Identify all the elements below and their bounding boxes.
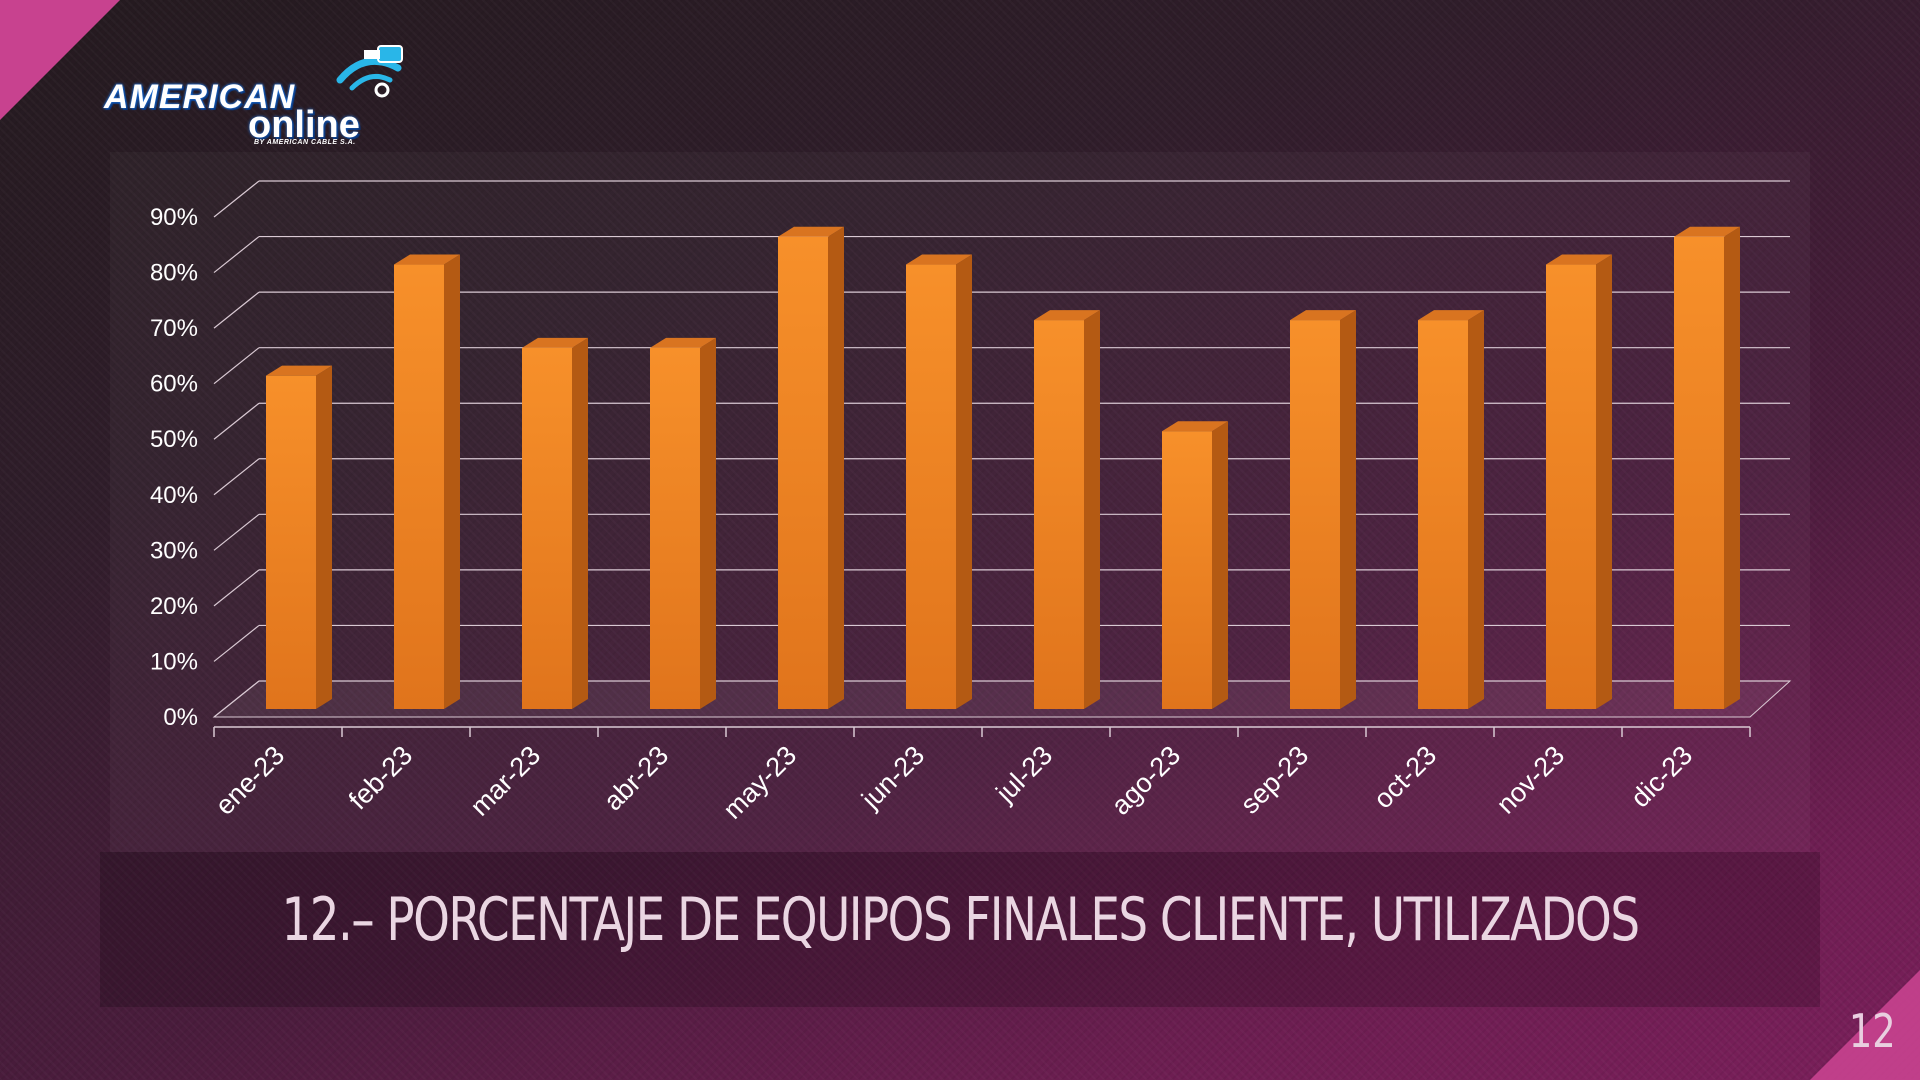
bar-top [1290, 310, 1356, 321]
gridline-depth [213, 347, 260, 385]
bar [1034, 320, 1084, 709]
bar-side [572, 337, 588, 709]
bar-top [650, 337, 716, 348]
bar-side [828, 226, 844, 709]
gridline-depth [213, 291, 260, 329]
cable-connector-icon [320, 42, 410, 105]
bar-side [1724, 226, 1740, 709]
corner-accent-bottom-right [1810, 970, 1920, 1080]
bar-top [1418, 310, 1484, 321]
bar-top [906, 254, 972, 265]
bar-side [700, 337, 716, 709]
x-tick-label: abr-23 [598, 740, 674, 816]
brand-tagline: BY AMERICAN CABLE S.A. [254, 139, 356, 146]
bar [1674, 236, 1724, 709]
bar [522, 347, 572, 709]
bar [1290, 320, 1340, 709]
title-band [100, 852, 1820, 1007]
y-tick-label: 40% [150, 482, 198, 509]
brand-word-american: AMERICAN [104, 78, 296, 116]
y-tick-label: 20% [150, 593, 198, 620]
bar [650, 347, 700, 709]
bar-top [1674, 226, 1740, 237]
y-tick-label: 80% [150, 260, 198, 287]
bar-top [266, 365, 332, 376]
chart-floor [212, 680, 1792, 718]
gridline-depth [213, 569, 260, 607]
x-tick-label: may-23 [717, 740, 802, 825]
x-tick-label: oct-23 [1368, 740, 1442, 814]
bar-side [956, 254, 972, 710]
bar-chart: 0% 10% 20% 30% 40% 50% 60% 70% 80% 90% ene-23 feb-2… [150, 180, 1792, 825]
y-tick-label: 70% [150, 315, 198, 342]
x-tick-label: sep-23 [1235, 740, 1315, 820]
bar-top [778, 226, 844, 237]
chart-panel: 0% 10% 20% 30% 40% 50% 60% 70% 80% 90% ene-23 feb-2… [110, 152, 1810, 852]
bar [906, 264, 956, 709]
slide-number: 12 [1849, 1004, 1897, 1058]
x-tick-label: dic-23 [1625, 740, 1698, 813]
x-tick-label: ago-23 [1106, 740, 1187, 821]
page-title: 12.– PORCENTAJE DE EQUIPOS FINALES CLIEN… [281, 885, 1641, 955]
bar-side [1340, 310, 1356, 709]
bar-top [1546, 254, 1612, 265]
x-tick-label: jun-23 [855, 740, 930, 815]
bar-side [316, 365, 332, 709]
y-tick-label: 50% [150, 426, 198, 453]
bar-side [1596, 254, 1612, 710]
x-tick-label: ene-23 [210, 740, 291, 821]
bar-side [1212, 421, 1228, 709]
y-tick-label: 90% [150, 204, 198, 231]
x-tick-label: nov-23 [1491, 740, 1571, 820]
bar-top [394, 254, 460, 265]
bar-top [1162, 421, 1228, 432]
brand-logo: AMERICAN online BY AMERICAN CABLE S.A. [100, 42, 420, 154]
gridline-depth [213, 180, 260, 218]
gridline-depth [213, 236, 260, 274]
y-tick-label: 10% [150, 648, 198, 675]
y-tick-label: 0% [163, 704, 198, 731]
y-tick-label: 30% [150, 537, 198, 564]
x-tick-label: jul-23 [990, 740, 1059, 809]
gridline-depth [213, 513, 260, 551]
bar [266, 375, 316, 709]
brand-word-online: online [248, 104, 360, 146]
gridline-depth [213, 402, 260, 440]
bar-side [1084, 310, 1100, 709]
x-tick-label: mar-23 [465, 740, 547, 822]
bar-side [444, 254, 460, 710]
corner-accent-top-left [0, 0, 120, 120]
bar-top [1034, 310, 1100, 321]
bar [1546, 264, 1596, 709]
gridline-depth [213, 624, 260, 662]
bar [778, 236, 828, 709]
bar [394, 264, 444, 709]
y-tick-label: 60% [150, 371, 198, 398]
bar [1418, 320, 1468, 709]
x-tick-label: feb-23 [343, 740, 418, 815]
bar-top [522, 337, 588, 348]
bar [1162, 431, 1212, 709]
bar-side [1468, 310, 1484, 709]
gridline-depth [213, 458, 260, 496]
